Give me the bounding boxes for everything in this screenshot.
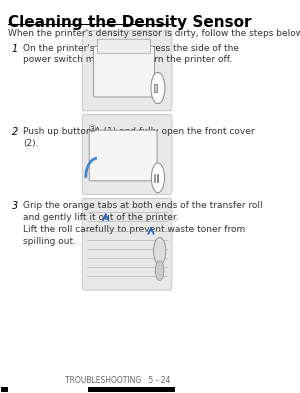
Bar xyxy=(154,84,157,92)
Text: 3: 3 xyxy=(12,201,18,211)
Circle shape xyxy=(151,72,165,104)
Circle shape xyxy=(154,237,166,265)
FancyBboxPatch shape xyxy=(94,46,154,97)
Circle shape xyxy=(155,261,164,280)
Bar xyxy=(154,174,155,182)
Bar xyxy=(157,174,158,182)
FancyBboxPatch shape xyxy=(89,130,157,181)
FancyBboxPatch shape xyxy=(98,39,151,53)
FancyBboxPatch shape xyxy=(82,31,172,111)
Text: 2: 2 xyxy=(12,127,18,137)
Text: Push up button A (1) and fully open the front cover
(2).: Push up button A (1) and fully open the … xyxy=(23,127,255,148)
Text: ③: ③ xyxy=(88,124,96,134)
Text: On the printer's right side, press the side of the
power switch marked O to turn: On the printer's right side, press the s… xyxy=(23,44,239,64)
Text: Grip the orange tabs at both ends of the transfer roll
and gently lift it out of: Grip the orange tabs at both ends of the… xyxy=(23,201,263,246)
Bar xyxy=(2,387,8,391)
FancyBboxPatch shape xyxy=(82,198,172,290)
Text: TROUBLESHOOTING   5 - 24: TROUBLESHOOTING 5 - 24 xyxy=(65,376,170,385)
Bar xyxy=(88,387,175,391)
Text: 1: 1 xyxy=(12,44,18,53)
FancyBboxPatch shape xyxy=(82,114,172,195)
Text: When the printer's density sensor is dirty, follow the steps below to clean it.: When the printer's density sensor is dir… xyxy=(8,29,300,38)
Text: Cleaning the Density Sensor: Cleaning the Density Sensor xyxy=(8,15,252,30)
Circle shape xyxy=(151,163,164,193)
